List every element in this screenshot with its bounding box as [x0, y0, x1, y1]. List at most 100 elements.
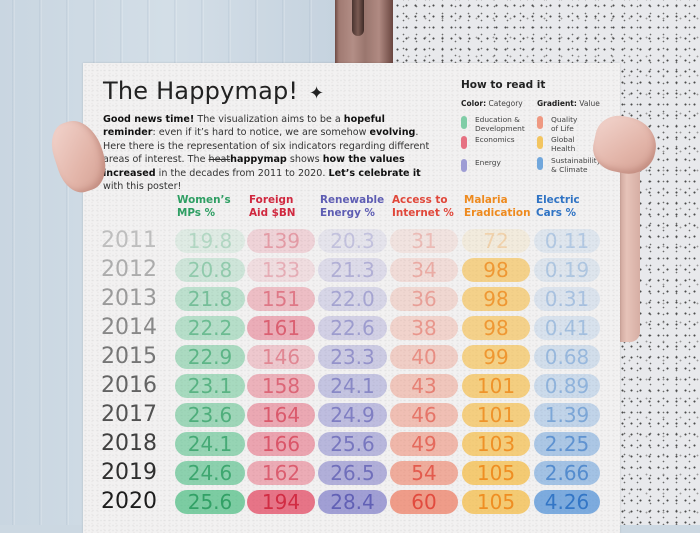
heatmap-cell: 0.89 — [534, 374, 600, 398]
heatmap-cell: 46 — [390, 403, 458, 427]
column-header: Malaria Eradication — [464, 194, 531, 219]
heatmap-cell: 99 — [462, 345, 530, 369]
door-handle — [352, 0, 364, 36]
heatmap-cell: 54 — [390, 461, 458, 485]
heatmap-cell: 151 — [247, 287, 315, 311]
legend-item: Economics — [461, 135, 515, 149]
heatmap-cell: 103 — [462, 432, 530, 456]
year-label: 2012 — [101, 257, 157, 282]
heatmap-cell: 4.26 — [534, 490, 600, 514]
heatmap-cell: 98 — [462, 316, 530, 340]
intro-segment: evolving — [369, 127, 416, 139]
heatmap-cell: 101 — [462, 403, 530, 427]
heatmap-cell: 49 — [390, 432, 458, 456]
heatmap-cell: 31 — [390, 229, 458, 253]
year-label: 2011 — [101, 228, 157, 253]
column-header: Foreign Aid $BN — [249, 194, 296, 219]
legend-swatch — [461, 116, 467, 129]
heatmap-cell: 0.19 — [534, 258, 600, 282]
wooden-door-frame — [335, 0, 393, 70]
heatmap-cell: 23.1 — [175, 374, 245, 398]
year-label: 2014 — [101, 315, 157, 340]
legend-swatch — [537, 116, 543, 129]
heatmap-cell: 22.9 — [175, 345, 245, 369]
intro-segment: heat — [208, 154, 231, 166]
year-label: 2016 — [101, 373, 157, 398]
legend-item: Energy — [461, 158, 501, 172]
heatmap-cell: 158 — [247, 374, 315, 398]
legend-gradient-value: Value — [579, 99, 600, 108]
heatmap-cell: 166 — [247, 432, 315, 456]
legend-swatch — [461, 159, 467, 172]
heatmap-cell: 0.41 — [534, 316, 600, 340]
poster-title: The Happymap! — [103, 77, 299, 105]
heatmap-cell: 22.2 — [175, 316, 245, 340]
happymap-poster: The Happymap! ✦ Good news time! The visu… — [83, 63, 620, 533]
heatmap-cell: 133 — [247, 258, 315, 282]
heatmap-cell: 164 — [247, 403, 315, 427]
legend-label: Energy — [475, 158, 501, 167]
intro-segment: with this poster! — [103, 181, 182, 193]
heatmap-cell: 139 — [247, 229, 315, 253]
heatmap-cell: 24.1 — [318, 374, 387, 398]
heatmap-cell: 0.11 — [534, 229, 600, 253]
heatmap-cell: 19.8 — [175, 229, 245, 253]
heatmap-cell: 194 — [247, 490, 315, 514]
heatmap-cell: 2.25 — [534, 432, 600, 456]
year-label: 2018 — [101, 431, 157, 456]
heatmap-cell: 25.6 — [175, 490, 245, 514]
legend-swatch — [537, 157, 543, 170]
heatmap-cell: 23.3 — [318, 345, 387, 369]
heatmap-cell: 162 — [247, 461, 315, 485]
heatmap-cell: 24.1 — [175, 432, 245, 456]
heatmap-cell: 101 — [462, 374, 530, 398]
intro-segment: Good news time! — [103, 114, 195, 125]
legend-item: Global Health — [537, 135, 575, 154]
heatmap-cell: 25.6 — [318, 432, 387, 456]
heatmap-cell: 24.6 — [175, 461, 245, 485]
heatmap-cell: 105 — [462, 490, 530, 514]
column-header: Women’s MPs % — [177, 194, 231, 219]
year-label: 2017 — [101, 402, 157, 427]
column-header: Electric Cars % — [536, 194, 580, 219]
right-arm — [618, 160, 640, 342]
legend-color-label: Color: — [461, 99, 487, 108]
year-label: 2019 — [101, 460, 157, 485]
heatmap-cell: 105 — [462, 461, 530, 485]
intro-segment: Let’s celebrate it — [328, 167, 421, 179]
legend-title: How to read it — [461, 79, 546, 91]
intro-segment: in the decades from 2011 to 2020. — [155, 167, 329, 179]
legend-label: Quality of Life — [551, 115, 578, 134]
intro-segment: happymap — [230, 154, 287, 166]
heatmap-cell: 20.3 — [318, 229, 387, 253]
heatmap-cell: 40 — [390, 345, 458, 369]
heatmap-cell: 98 — [462, 258, 530, 282]
legend-item: Sustainability & Climate — [537, 156, 601, 175]
legend: How to read it Color: Category Gradient:… — [461, 79, 621, 174]
heatmap-cell: 0.31 — [534, 287, 600, 311]
heatmap-cell: 26.5 — [318, 461, 387, 485]
column-header: Renewable Energy % — [320, 194, 385, 219]
legend-color-value: Category — [488, 99, 523, 108]
intro-segment: The visualization aims to be a — [194, 114, 344, 125]
heatmap-cell: 1.39 — [534, 403, 600, 427]
intro-segment: . Here there is the representation of si… — [103, 127, 430, 166]
heatmap-cell: 20.8 — [175, 258, 245, 282]
heatmap-cell: 24.9 — [318, 403, 387, 427]
heatmap-cell: 60 — [390, 490, 458, 514]
legend-label: Education & Development — [475, 115, 525, 134]
intro-segment: shows — [286, 154, 323, 166]
sparkle-icon: ✦ — [309, 83, 325, 104]
heatmap-cell: 98 — [462, 287, 530, 311]
year-label: 2013 — [101, 286, 157, 311]
legend-swatch — [537, 136, 543, 149]
heatmap-cell: 0.68 — [534, 345, 600, 369]
intro-segment: how the values increased — [103, 154, 405, 179]
heatmap-cell: 23.6 — [175, 403, 245, 427]
column-header: Access to Internet % — [392, 194, 454, 219]
heatmap-cell: 34 — [390, 258, 458, 282]
legend-gradient-label: Gradient: — [537, 99, 577, 108]
heatmap-cell: 146 — [247, 345, 315, 369]
year-label: 2015 — [101, 344, 157, 369]
legend-color-key: Color: Category — [461, 99, 523, 108]
